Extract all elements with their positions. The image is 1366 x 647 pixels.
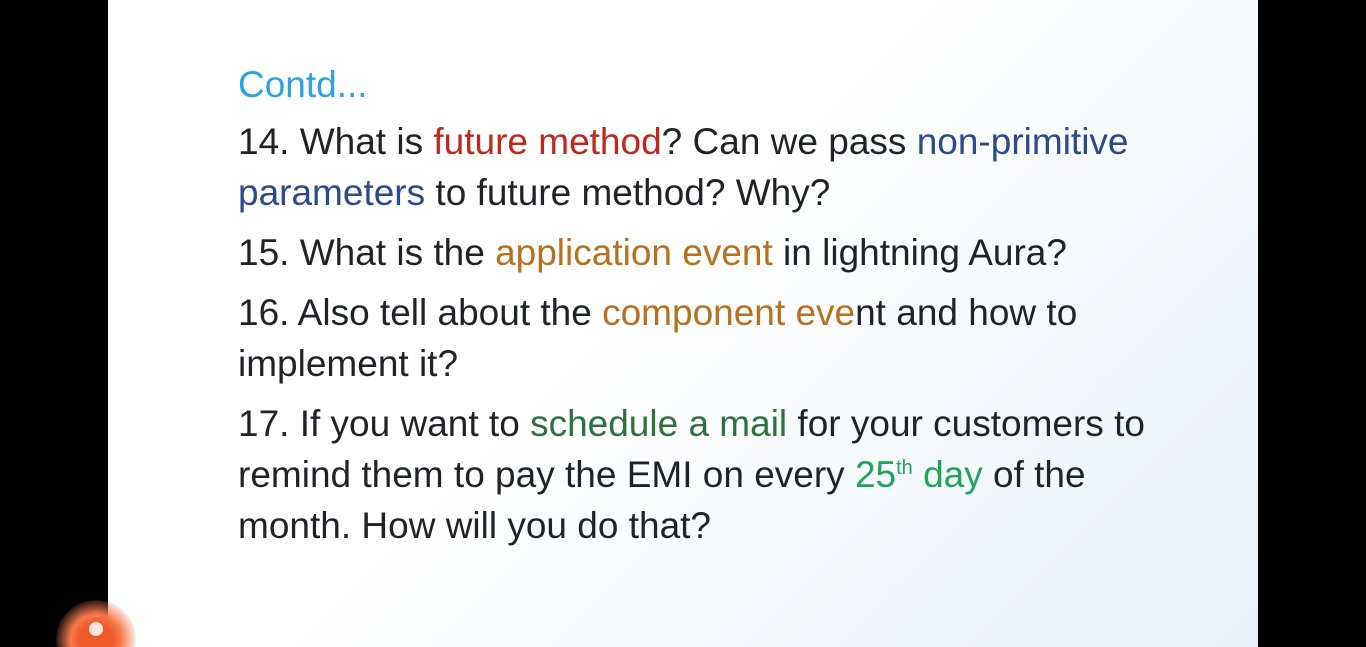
highlight-day-number: 25: [854, 454, 897, 495]
highlight-schedule-mail: schedule a mail: [530, 403, 788, 444]
slide-content: Contd... 14. What is future method? Can …: [238, 58, 1228, 560]
question-text: month. How will you do that?: [238, 505, 712, 546]
question-14: 14. What is future method? Can we pass n…: [238, 116, 1228, 218]
question-text: of the: [982, 454, 1086, 495]
question-text: implement it?: [238, 343, 459, 384]
question-text: to future method? Why?: [425, 172, 831, 213]
highlight-application-event: application event: [495, 232, 773, 273]
question-text: 15. What is the: [238, 232, 496, 273]
highlight-parameters: parameters: [238, 172, 426, 213]
question-text: in lightning Aura?: [772, 232, 1067, 273]
question-text: nt and how to: [855, 292, 1078, 333]
question-17: 17. If you want to schedule a mail for y…: [238, 398, 1228, 551]
question-text: 17. If you want to: [238, 403, 531, 444]
record-icon: [89, 622, 103, 636]
question-text: 16. Also tell about the: [238, 292, 603, 333]
slide-heading: Contd...: [238, 64, 368, 105]
presentation-slide: Contd... 14. What is future method? Can …: [108, 0, 1258, 647]
question-15: 15. What is the application event in lig…: [238, 227, 1228, 278]
question-text: 14. What is: [238, 121, 434, 162]
question-text: remind them to pay the EMI on every: [238, 454, 855, 495]
highlight-day: day: [912, 454, 983, 495]
question-text: for your customers to: [787, 403, 1145, 444]
highlight-future-method: future method: [433, 121, 662, 162]
highlight-day-ordinal: th: [896, 457, 913, 479]
question-text: ? Can we pass: [661, 121, 917, 162]
highlight-component-event: component eve: [602, 292, 856, 333]
question-16: 16. Also tell about the component event …: [238, 287, 1228, 389]
highlight-non-primitive: non-primitive: [916, 121, 1129, 162]
